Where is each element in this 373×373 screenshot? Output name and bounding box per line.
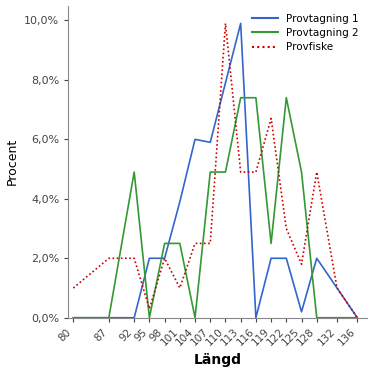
Provtagning 1 — [314, 256, 319, 260]
Provfiske — [162, 256, 167, 260]
Provtagning 2 — [269, 241, 273, 246]
Provfiske — [355, 316, 360, 320]
Provtagning 1 — [238, 21, 243, 26]
Provtagning 2 — [284, 95, 289, 100]
Provfiske — [269, 116, 273, 121]
Provfiske — [223, 21, 228, 26]
Provfiske — [107, 256, 111, 260]
Provtagning 2 — [147, 316, 152, 320]
Provtagning 2 — [132, 170, 137, 174]
Y-axis label: Procent: Procent — [6, 138, 19, 185]
Line: Provtagning 2: Provtagning 2 — [73, 98, 357, 318]
Provtagning 1 — [162, 256, 167, 260]
Provtagning 2 — [299, 170, 304, 174]
Provtagning 1 — [269, 256, 273, 260]
Provfiske — [178, 286, 182, 290]
Line: Provfiske: Provfiske — [73, 23, 357, 318]
Provtagning 1 — [335, 286, 339, 290]
Provfiske — [193, 241, 197, 246]
Provtagning 2 — [335, 316, 339, 320]
Provfiske — [335, 286, 339, 290]
Provfiske — [299, 262, 304, 266]
Provtagning 2 — [71, 316, 76, 320]
Provfiske — [238, 170, 243, 174]
Provfiske — [254, 170, 258, 174]
X-axis label: Längd: Längd — [194, 354, 242, 367]
Provtagning 2 — [238, 95, 243, 100]
Provtagning 1 — [208, 140, 213, 145]
Provtagning 1 — [147, 256, 152, 260]
Provfiske — [208, 241, 213, 246]
Provtagning 2 — [355, 316, 360, 320]
Provtagning 2 — [208, 170, 213, 174]
Provtagning 1 — [355, 316, 360, 320]
Provtagning 2 — [193, 316, 197, 320]
Provtagning 1 — [193, 137, 197, 142]
Provtagning 1 — [254, 316, 258, 320]
Provtagning 1 — [107, 316, 111, 320]
Provtagning 2 — [254, 95, 258, 100]
Provtagning 1 — [132, 316, 137, 320]
Provtagning 2 — [223, 170, 228, 174]
Provtagning 2 — [162, 241, 167, 246]
Line: Provtagning 1: Provtagning 1 — [73, 23, 357, 318]
Provtagning 2 — [314, 316, 319, 320]
Provtagning 2 — [178, 241, 182, 246]
Provtagning 1 — [71, 316, 76, 320]
Provfiske — [284, 226, 289, 231]
Provtagning 1 — [299, 310, 304, 314]
Provtagning 1 — [223, 81, 228, 85]
Provtagning 2 — [107, 316, 111, 320]
Provfiske — [132, 256, 137, 260]
Legend: Provtagning 1, Provtagning 2, Provfiske: Provtagning 1, Provtagning 2, Provfiske — [249, 11, 362, 55]
Provfiske — [147, 307, 152, 311]
Provfiske — [71, 286, 76, 290]
Provfiske — [314, 170, 319, 174]
Provtagning 1 — [284, 256, 289, 260]
Provtagning 1 — [178, 200, 182, 204]
